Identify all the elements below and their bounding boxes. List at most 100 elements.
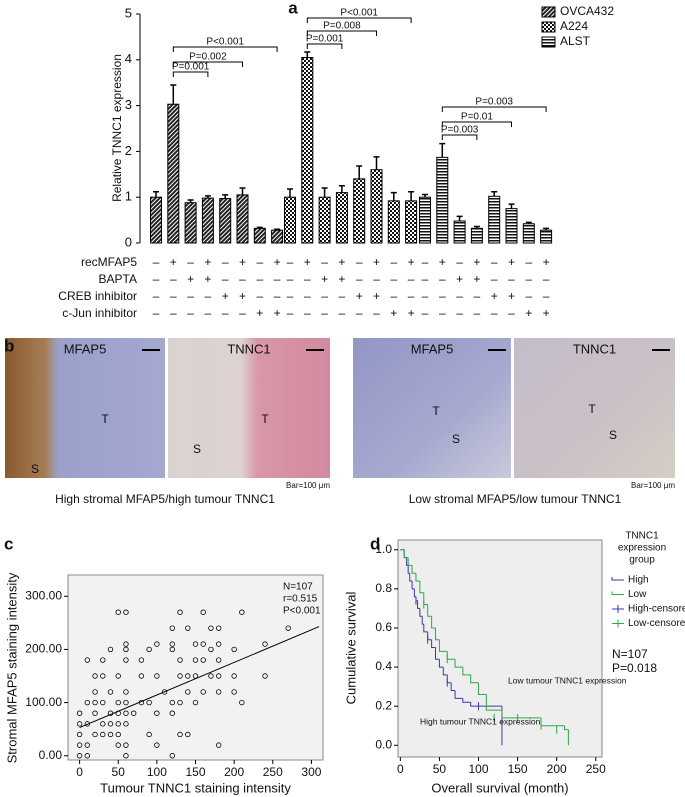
p-value: P=0.003 (475, 97, 513, 108)
treatment-sign: + (274, 255, 281, 269)
significance-bracket (441, 121, 512, 127)
bar (505, 208, 518, 244)
point (123, 689, 129, 695)
point (192, 641, 199, 647)
y-tick-label: 0.6 (375, 620, 392, 634)
survival-step (563, 725, 569, 731)
treatment-sign: – (390, 255, 397, 269)
point (115, 699, 121, 706)
point (185, 625, 191, 631)
treatment-sign: – (170, 289, 177, 303)
region-label: T (588, 402, 596, 416)
treatment-sign: – (543, 289, 550, 303)
legend-label: ALST (560, 34, 591, 48)
point (92, 710, 98, 716)
y-tick-label: 300.00 (25, 588, 62, 602)
treatment-sign: – (153, 306, 160, 320)
error-bar (456, 215, 463, 222)
survival-step (454, 690, 463, 699)
point (76, 721, 83, 727)
x-tick-label: 0 (76, 765, 83, 779)
treatment-sign: – (525, 272, 532, 286)
treatment-sign: – (304, 272, 311, 286)
point (92, 699, 98, 706)
point (215, 657, 222, 663)
y-tick-label: 2 (125, 143, 132, 158)
point (231, 673, 237, 679)
error-bar (473, 225, 480, 229)
survival-step (409, 573, 413, 582)
bar (387, 200, 400, 244)
treatment-sign: – (439, 306, 446, 320)
bar (522, 223, 535, 244)
treatment-sign: + (508, 255, 515, 269)
point (185, 689, 191, 695)
point (239, 699, 245, 706)
treatment-sign: – (256, 255, 263, 269)
treatment-sign: + (304, 255, 311, 269)
treatment-sign: – (474, 306, 481, 320)
treatment-sign: + (373, 255, 380, 269)
legend-label: Low (628, 589, 647, 600)
point (123, 646, 129, 653)
treatment-sign: – (222, 255, 229, 269)
treatment-sign: – (222, 272, 229, 286)
legend-label: Low-censored (628, 618, 685, 629)
p-value: P<0.001 (206, 37, 244, 48)
micrograph (5, 338, 165, 478)
error-bar (373, 156, 380, 170)
scale-bar-label: Bar=100 μm (631, 481, 675, 490)
survival-step (431, 639, 436, 649)
region-label: S (31, 462, 39, 476)
point (208, 673, 214, 679)
p-value: P=0.01 (461, 112, 493, 123)
legend-marker (611, 577, 624, 581)
treatment-sign: – (439, 289, 446, 303)
point (208, 646, 214, 653)
error-bar (525, 221, 532, 224)
point (123, 753, 129, 759)
treatment-sign: – (153, 289, 160, 303)
point (169, 710, 176, 716)
y-tick-label: 0.2 (375, 698, 392, 712)
bar (370, 169, 383, 244)
annotation: P=0.018 (612, 661, 657, 675)
treatment-sign: – (187, 255, 194, 269)
x-tick-label: 150 (185, 765, 205, 779)
treatment-sign: – (456, 255, 463, 269)
point (262, 641, 268, 647)
survival-step (403, 549, 409, 559)
bar (318, 196, 331, 244)
point (146, 699, 152, 706)
point (76, 753, 83, 759)
significance-bracket (441, 134, 478, 140)
caption: High stromal MFAP5/high tumour TNNC1 (55, 492, 275, 506)
point (192, 699, 199, 706)
treatment-sign: – (187, 306, 194, 320)
point (115, 742, 121, 748)
treatment-sign: + (239, 289, 246, 303)
point (185, 673, 191, 679)
survival-step (478, 682, 487, 695)
point (169, 625, 176, 631)
point (185, 731, 191, 738)
x-tick-label: 100 (147, 765, 167, 779)
point (161, 689, 168, 695)
point (92, 673, 98, 679)
treatment-sign: + (204, 272, 211, 286)
point (107, 721, 114, 727)
curve-label: Low tumour TNNC1 expression (508, 675, 627, 685)
treatment-sign: – (287, 272, 294, 286)
p-value: P=0.003 (441, 125, 479, 136)
point (84, 742, 91, 748)
error-bar (491, 190, 498, 197)
treatment-sign: – (408, 289, 415, 303)
bar (353, 178, 366, 244)
x-tick-label: 200 (224, 765, 244, 779)
survival-step (406, 557, 409, 566)
x-tick-label: 150 (508, 762, 528, 776)
point (154, 742, 160, 748)
significance-bracket (306, 17, 412, 23)
x-tick-label: 100 (468, 762, 488, 776)
point (177, 609, 183, 615)
